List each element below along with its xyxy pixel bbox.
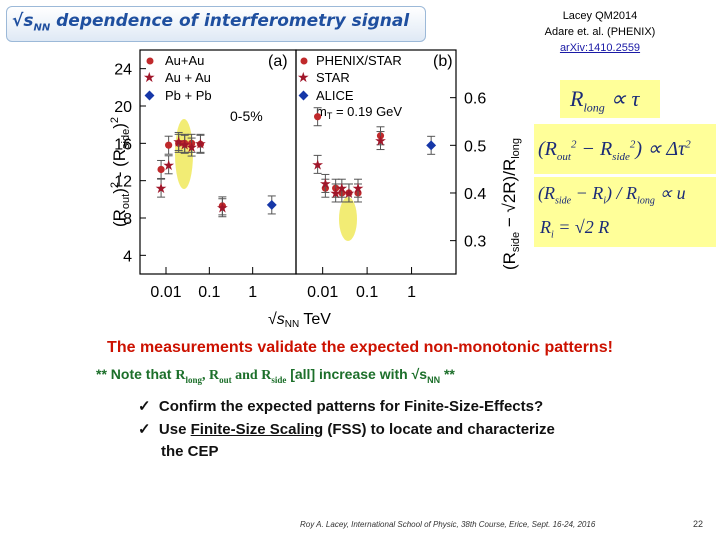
data-point-circle <box>165 141 173 149</box>
data-point-star: ★ <box>343 185 356 201</box>
x-tick-label: 0.01 <box>150 284 181 301</box>
y-tick-label: 0.5 <box>464 138 486 155</box>
data-point-star: ★ <box>172 133 185 149</box>
y-tick-label: 0.4 <box>464 186 486 203</box>
data-point-star: ★ <box>319 175 332 191</box>
legend-star-b-marker: ★ <box>297 69 310 85</box>
note-radii: Rlong, Rout and Rside <box>175 368 287 385</box>
legend-b: PHENIX/STAR ★ STAR ALICE mT = 0.19 GeV <box>297 53 402 121</box>
bullet-2-pre: Use <box>158 421 187 438</box>
formula-3a: (Rside − Ri) / Rlong ∝ u <box>538 183 686 207</box>
fss-link[interactable]: Finite-Size Scaling <box>190 421 324 438</box>
arxiv-link[interactable]: arXiv:1410.2559 <box>559 42 641 54</box>
data-point-star: ★ <box>162 157 175 173</box>
y-tick-label: 20 <box>114 99 132 116</box>
data-point-star: ★ <box>185 139 198 155</box>
legend-au-au-marker <box>146 57 154 65</box>
y-tick-label: 8 <box>123 211 132 228</box>
panel-a-label: (a) <box>268 53 288 70</box>
legend-star-b-label: STAR <box>316 70 350 85</box>
data-point-diamond <box>266 199 277 210</box>
formula-box-2: (Rout2 − Rside2) ∝ Δτ2 <box>534 124 716 174</box>
y-tick-label: 12 <box>114 174 132 191</box>
legend-phenix-marker <box>300 57 308 65</box>
note-line: ** Note that Rlong, Rout and Rside [all]… <box>96 366 455 385</box>
legend-star-marker: ★ <box>143 69 156 85</box>
y-axis-label-b: (Rside − √2R)/Rlong <box>500 138 522 270</box>
x-axis-label: √sNN TeV <box>268 311 331 330</box>
highlight-b <box>339 197 357 241</box>
ref-line-1: Lacey QM2014 <box>562 10 638 22</box>
y-tick-label: 0.6 <box>464 91 486 108</box>
bullet-1-text: Confirm the expected patterns for Finite… <box>158 398 544 415</box>
data-point-star: ★ <box>216 200 229 216</box>
legend-a: Au+Au ★ Au + Au Pb + Pb <box>143 53 212 103</box>
legend-au-au-label: Au+Au <box>165 53 204 68</box>
title-bar <box>6 6 426 42</box>
bullet-2: ✓ Use Finite-Size Scaling (FSS) to locat… <box>138 420 555 438</box>
check-icon: ✓ <box>138 421 151 438</box>
formula-2: (Rout2 − Rside2) ∝ Δτ2 <box>538 138 691 163</box>
note-suffix: [all] increase with <box>290 366 408 382</box>
y-tick-label: 16 <box>114 136 132 153</box>
y-ticks-b: 0.3 0.4 0.5 0.6 <box>450 91 486 251</box>
centrality-annotation: 0-5% <box>230 108 263 124</box>
note-sqrt-snn: √sNN ** <box>411 366 455 385</box>
data-point-circle <box>314 113 322 121</box>
y-axis-label-a: (Rout)2 - (Rside)2 <box>109 117 132 227</box>
slide-title: √sNN dependence of interferometry signal <box>12 11 409 33</box>
data-point-diamond <box>426 140 437 151</box>
data-point-star: ★ <box>194 135 207 151</box>
page-number: 22 <box>693 519 704 529</box>
footer-citation: Roy A. Lacey, International School of Ph… <box>300 520 596 529</box>
x-ticks-a: 0.01 0.1 1 <box>150 267 257 301</box>
data-point-star: ★ <box>352 180 365 196</box>
x-ticks-b: 0.01 0.1 1 <box>307 267 416 301</box>
mt-annotation: mT = 0.19 GeV <box>316 104 402 121</box>
note-prefix: ** Note that <box>96 366 172 382</box>
panel-b-frame <box>295 49 457 275</box>
data-point-star: ★ <box>178 136 191 152</box>
validation-statement: The measurements validate the expected n… <box>107 339 613 356</box>
legend-pb-pb-marker <box>144 90 155 101</box>
x-tick-label: 0.1 <box>198 284 220 301</box>
x-tick-label: 0.01 <box>307 284 338 301</box>
y-tick-label: 0.3 <box>464 234 486 251</box>
bullet-2-post: (FSS) to locate and characterize <box>327 421 555 438</box>
bullet-2-line-2: the CEP <box>161 443 219 460</box>
data-point-circle <box>157 165 165 174</box>
bullet-1: ✓ Confirm the expected patterns for Fini… <box>138 397 543 415</box>
formula-1: Rlong ∝ τ <box>570 86 640 115</box>
highlight-a <box>175 119 193 189</box>
y-ticks-a: 4 8 12 16 20 24 <box>114 62 146 265</box>
data-point-star: ★ <box>311 156 324 172</box>
points-panel-b: ★★★★★★★ <box>311 107 437 203</box>
x-tick-label: 1 <box>248 284 257 301</box>
y-tick-label: 24 <box>114 62 132 79</box>
x-tick-label: 0.1 <box>356 284 378 301</box>
points-panel-a: ★★★★★★★ <box>155 131 277 218</box>
ref-line-2: Adare et. al. (PHENIX) <box>544 26 656 38</box>
sqrt-snn-symbol: √sNN <box>12 11 51 34</box>
data-point-star: ★ <box>374 133 387 149</box>
legend-alice-marker <box>298 90 309 101</box>
check-icon: ✓ <box>138 398 151 415</box>
panel-b-label: (b) <box>433 53 453 70</box>
legend-au-au-star-label: Au + Au <box>165 70 211 85</box>
legend-pb-pb-label: Pb + Pb <box>165 88 212 103</box>
x-tick-label: 1 <box>407 284 416 301</box>
legend-phenix-label: PHENIX/STAR <box>316 53 402 68</box>
title-suffix: dependence of interferometry signal <box>56 11 410 31</box>
formula-3b: Ri = √2 R <box>540 217 610 241</box>
legend-alice-label: ALICE <box>316 88 354 103</box>
data-point-star: ★ <box>155 180 168 196</box>
formula-box-1: Rlong ∝ τ <box>560 80 660 118</box>
formula-box-3: (Rside − Ri) / Rlong ∝ u Ri = √2 R <box>534 177 716 247</box>
y-tick-label: 4 <box>123 248 132 265</box>
